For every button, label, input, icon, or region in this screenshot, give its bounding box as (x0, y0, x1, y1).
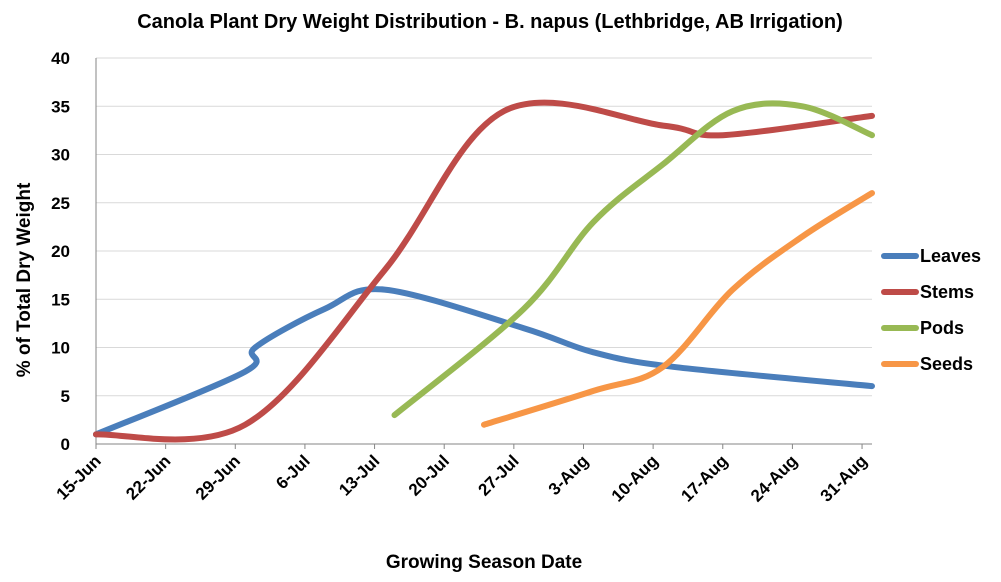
x-tick-label: 24-Aug (747, 451, 801, 505)
series-line-pods (391, 100, 875, 419)
series-line-stems (93, 99, 875, 443)
x-tick-label: 15-Jun (53, 451, 105, 503)
y-tick-label: 10 (51, 339, 70, 358)
x-tick-labels: 15-Jun 22-Jun 29-Jun 6-Jul 13-Jul 20-Jul 27-Ju… (53, 451, 871, 505)
x-tick-label: 17-Aug (677, 451, 731, 505)
series-line-seeds (481, 190, 875, 428)
y-tick-label: 30 (51, 146, 70, 165)
y-tick-label: 0 (61, 435, 70, 454)
legend-label-pods: Pods (920, 318, 964, 338)
x-tick-label: 27-Jul (474, 451, 522, 499)
y-tick-label: 5 (61, 387, 70, 406)
legend-label-leaves: Leaves (920, 246, 981, 266)
x-tick-label: 20-Jul (405, 451, 453, 499)
y-axis-label: % of Total Dry Weight (14, 182, 35, 377)
y-tick-label: 15 (51, 290, 70, 309)
x-tick-label: 10-Aug (608, 451, 662, 505)
x-tick-label: 3-Aug (545, 451, 592, 498)
chart-title: Canola Plant Dry Weight Distribution - B… (137, 11, 843, 33)
legend-label-seeds: Seeds (920, 354, 973, 374)
legend: Leaves Stems Pods Seeds (881, 246, 981, 374)
y-tick-label: 25 (51, 194, 70, 213)
x-axis-label: Growing Season Date (386, 552, 582, 573)
x-tick-label: 6-Jul (272, 451, 313, 492)
x-tick-label: 29-Jun (192, 451, 244, 503)
y-tick-label: 35 (51, 97, 70, 116)
x-tick-label: 13-Jul (335, 451, 383, 499)
gridlines (96, 57, 872, 397)
series-line-leaves (93, 286, 875, 438)
legend-label-stems: Stems (920, 282, 974, 302)
series-lines (93, 99, 875, 443)
y-tick-label: 20 (51, 242, 70, 261)
x-tick-label: 22-Jun (122, 451, 174, 503)
x-tick-label: 31-Aug (817, 451, 871, 505)
y-tick-labels: 0 5 10 15 20 25 30 35 40 (51, 49, 70, 454)
y-tick-label: 40 (51, 49, 70, 68)
axes (95, 58, 872, 449)
